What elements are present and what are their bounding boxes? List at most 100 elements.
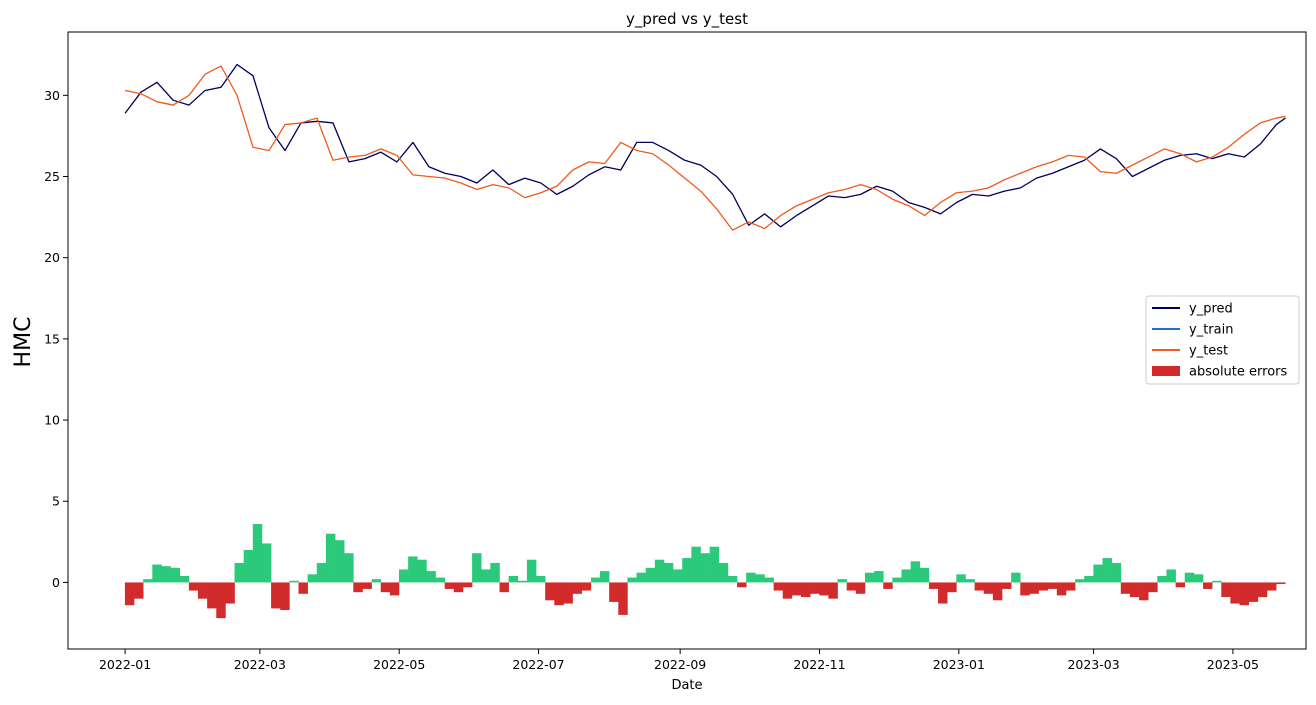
- error-bar: [426, 571, 436, 583]
- error-bar: [453, 582, 464, 593]
- error-bar: [837, 579, 847, 583]
- error-bar: [910, 561, 921, 583]
- error-bar: [1047, 582, 1058, 589]
- error-bar: [581, 582, 592, 591]
- error-bar: [673, 569, 683, 583]
- error-bar: [1212, 580, 1222, 583]
- legend-box: [1145, 295, 1300, 385]
- chart-title: y_pred vs y_test: [626, 10, 748, 29]
- error-bar: [1129, 582, 1140, 598]
- error-bar: [1093, 564, 1103, 583]
- error-bar: [1139, 582, 1149, 601]
- error-bar: [207, 582, 217, 609]
- error-bar: [435, 577, 445, 583]
- x-tick-label: 2022-05: [373, 657, 425, 672]
- error-bar: [280, 582, 290, 611]
- series-lines: [124, 63, 1286, 231]
- error-bar: [709, 546, 720, 583]
- error-bar: [654, 559, 665, 583]
- error-bar: [179, 575, 190, 583]
- error-bar: [380, 582, 391, 593]
- error-bar: [627, 577, 637, 583]
- error-bar: [490, 562, 500, 583]
- error-bar: [883, 582, 893, 589]
- error-bar: [1276, 582, 1286, 585]
- y-tick-label: 15: [44, 331, 60, 346]
- error-bar: [216, 582, 226, 619]
- x-tick-label: 2022-09: [654, 657, 706, 672]
- error-bar: [353, 582, 363, 593]
- error-bar: [371, 579, 382, 583]
- legend-label: y_test: [1189, 344, 1228, 359]
- error-bar: [134, 582, 144, 599]
- error-bar: [335, 540, 345, 583]
- error-bar: [864, 572, 875, 583]
- y-tick-label: 25: [44, 169, 60, 184]
- error-bar: [609, 582, 619, 602]
- error-bar: [444, 582, 455, 589]
- error-bar: [1221, 582, 1231, 598]
- error-bar: [1239, 582, 1249, 606]
- error-bar: [1148, 582, 1158, 593]
- error-bar: [1120, 582, 1131, 594]
- error-bar: [645, 567, 656, 583]
- error-bar: [1193, 574, 1204, 583]
- y-axis-ticks: 0 5 10 15 20 25 30: [44, 88, 68, 590]
- error-bar: [983, 582, 994, 594]
- error-bar: [1065, 582, 1076, 591]
- error-bar: [362, 582, 372, 589]
- error-bar: [1111, 562, 1122, 583]
- error-bar: [992, 582, 1003, 601]
- error-bar: [901, 569, 911, 583]
- error-bar: [801, 582, 811, 598]
- x-axis-title: Date: [671, 678, 702, 693]
- y-tick-label: 0: [52, 575, 60, 590]
- error-bar: [1011, 572, 1021, 583]
- error-bar: [481, 569, 491, 583]
- error-bar: [892, 577, 902, 583]
- error-bar: [472, 553, 482, 583]
- error-bar: [938, 582, 948, 604]
- error-bar: [928, 582, 939, 589]
- x-axis-ticks: 2022-01 2022-03 2022-05 2022-07 2022-09 2022-…: [99, 649, 1259, 672]
- error-bar: [508, 575, 519, 583]
- x-tick-label: 2023-05: [1207, 657, 1259, 672]
- error-bar: [727, 575, 738, 583]
- error-bar: [408, 556, 418, 583]
- error-bar: [1056, 582, 1067, 596]
- error-bar: [261, 543, 272, 583]
- error-bars: [124, 523, 1286, 619]
- x-tick-label: 2022-07: [512, 657, 564, 672]
- y-tick-label: 30: [44, 88, 60, 103]
- series-line-y-test: [124, 65, 1286, 231]
- error-bar: [152, 564, 162, 583]
- error-bar: [682, 558, 692, 583]
- error-bar: [919, 567, 930, 583]
- error-bar: [947, 582, 957, 593]
- error-bar: [526, 559, 537, 583]
- error-bar: [1084, 575, 1094, 583]
- error-bar: [289, 580, 299, 583]
- error-bar: [974, 582, 985, 591]
- y-tick-label: 5: [52, 494, 60, 509]
- error-bar: [499, 582, 509, 593]
- error-bar: [252, 523, 263, 583]
- error-bar: [1257, 582, 1268, 598]
- error-bar: [1184, 572, 1195, 583]
- error-bar: [773, 582, 784, 591]
- legend: y_pred y_train y_test absolute errors: [1145, 295, 1300, 385]
- error-bar: [1020, 582, 1030, 596]
- error-bar: [143, 579, 153, 583]
- x-tick-label: 2022-03: [234, 657, 286, 672]
- legend-label: absolute errors: [1189, 365, 1287, 380]
- error-bar: [764, 577, 774, 583]
- error-bar: [188, 582, 199, 591]
- error-bar: [417, 559, 427, 583]
- error-bar: [956, 574, 966, 583]
- error-bar: [810, 582, 820, 594]
- error-bar: [536, 575, 546, 583]
- x-tick-label: 2022-01: [99, 657, 151, 672]
- error-bar: [161, 566, 171, 583]
- legend-label: y_train: [1189, 323, 1233, 338]
- error-bar: [572, 582, 583, 594]
